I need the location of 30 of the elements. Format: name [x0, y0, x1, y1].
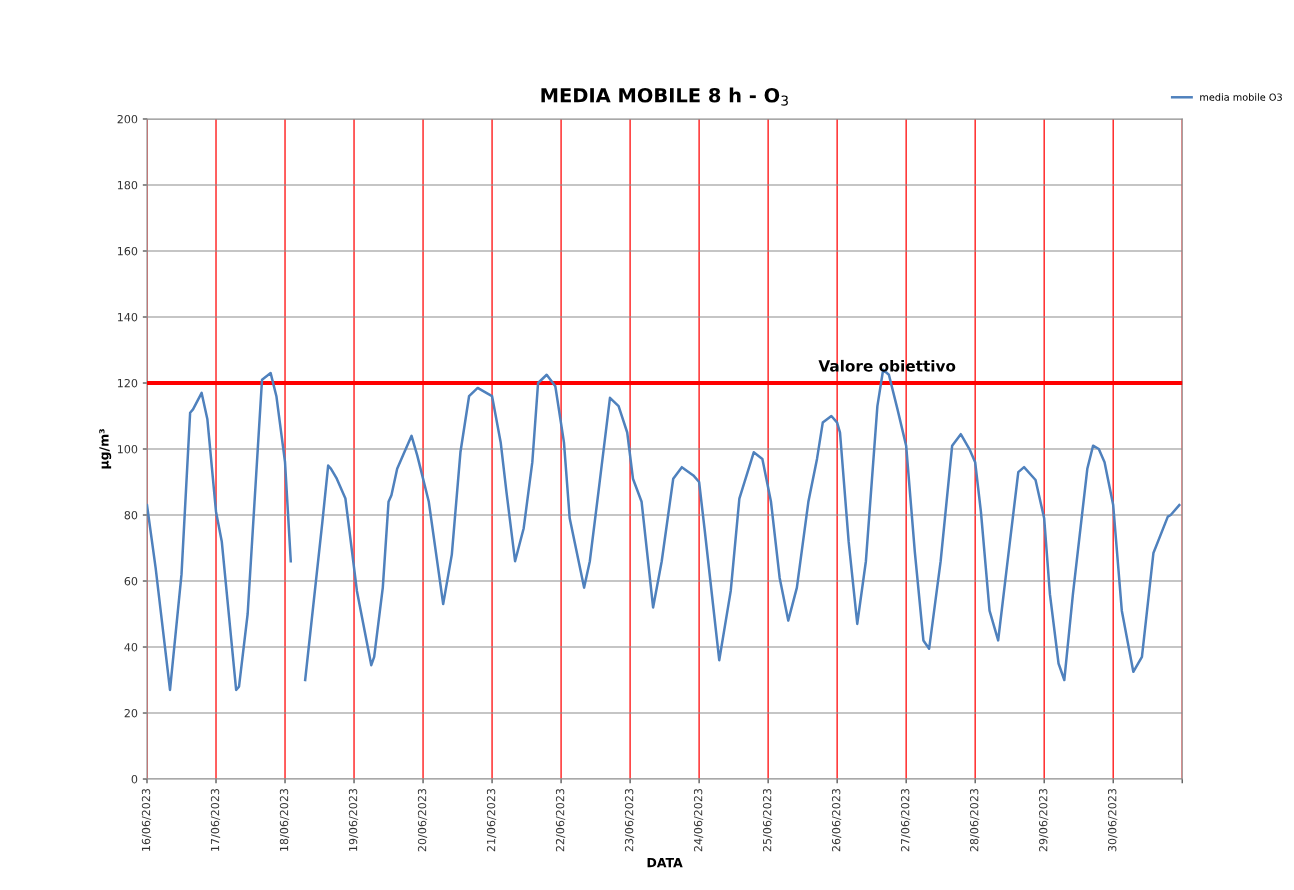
x-tick-label: 25/06/2023 — [762, 788, 773, 852]
x-tick-label: 28/06/2023 — [969, 788, 980, 852]
x-tick-label: 17/06/2023 — [210, 788, 221, 851]
y-tick-label: 140 — [117, 312, 138, 322]
y-tick-label: 180 — [117, 180, 138, 190]
x-axis-title: DATA — [647, 858, 683, 868]
y-tick-label: 160 — [117, 246, 138, 256]
y-tick-label: 20 — [124, 708, 138, 718]
x-tick-label: 18/06/2023 — [279, 788, 290, 851]
y-tick-label: 0 — [131, 774, 138, 784]
x-tick-label: 26/06/2023 — [831, 788, 842, 852]
y-tick-label: 120 — [117, 378, 138, 388]
x-tick-label: 23/06/2023 — [624, 788, 635, 852]
x-tick-label: 16/06/2023 — [141, 788, 152, 851]
y-tick-label: 100 — [117, 444, 138, 454]
x-tick-label: 19/06/2023 — [348, 788, 359, 851]
x-tick-label: 27/06/2023 — [900, 788, 911, 852]
x-tick-label: 24/06/2023 — [693, 788, 704, 852]
x-tick-label: 22/06/2023 — [555, 788, 566, 852]
x-tick-label: 29/06/2023 — [1038, 788, 1049, 852]
y-tick-label: 80 — [124, 510, 138, 520]
y-tick-label: 60 — [124, 576, 138, 586]
x-tick-label: 20/06/2023 — [417, 788, 428, 852]
y-axis-title: µg/m³ — [99, 429, 112, 469]
x-tick-label: 30/06/2023 — [1108, 788, 1118, 852]
y-tick-label: 40 — [124, 642, 138, 652]
y-tick-label: 200 — [117, 114, 138, 124]
legend-label: media mobile O3 — [1200, 93, 1282, 101]
chart-title: MEDIA MOBILE 8 h - O$_{3}$ — [541, 87, 788, 106]
x-tick-label: 21/06/2023 — [486, 788, 497, 852]
